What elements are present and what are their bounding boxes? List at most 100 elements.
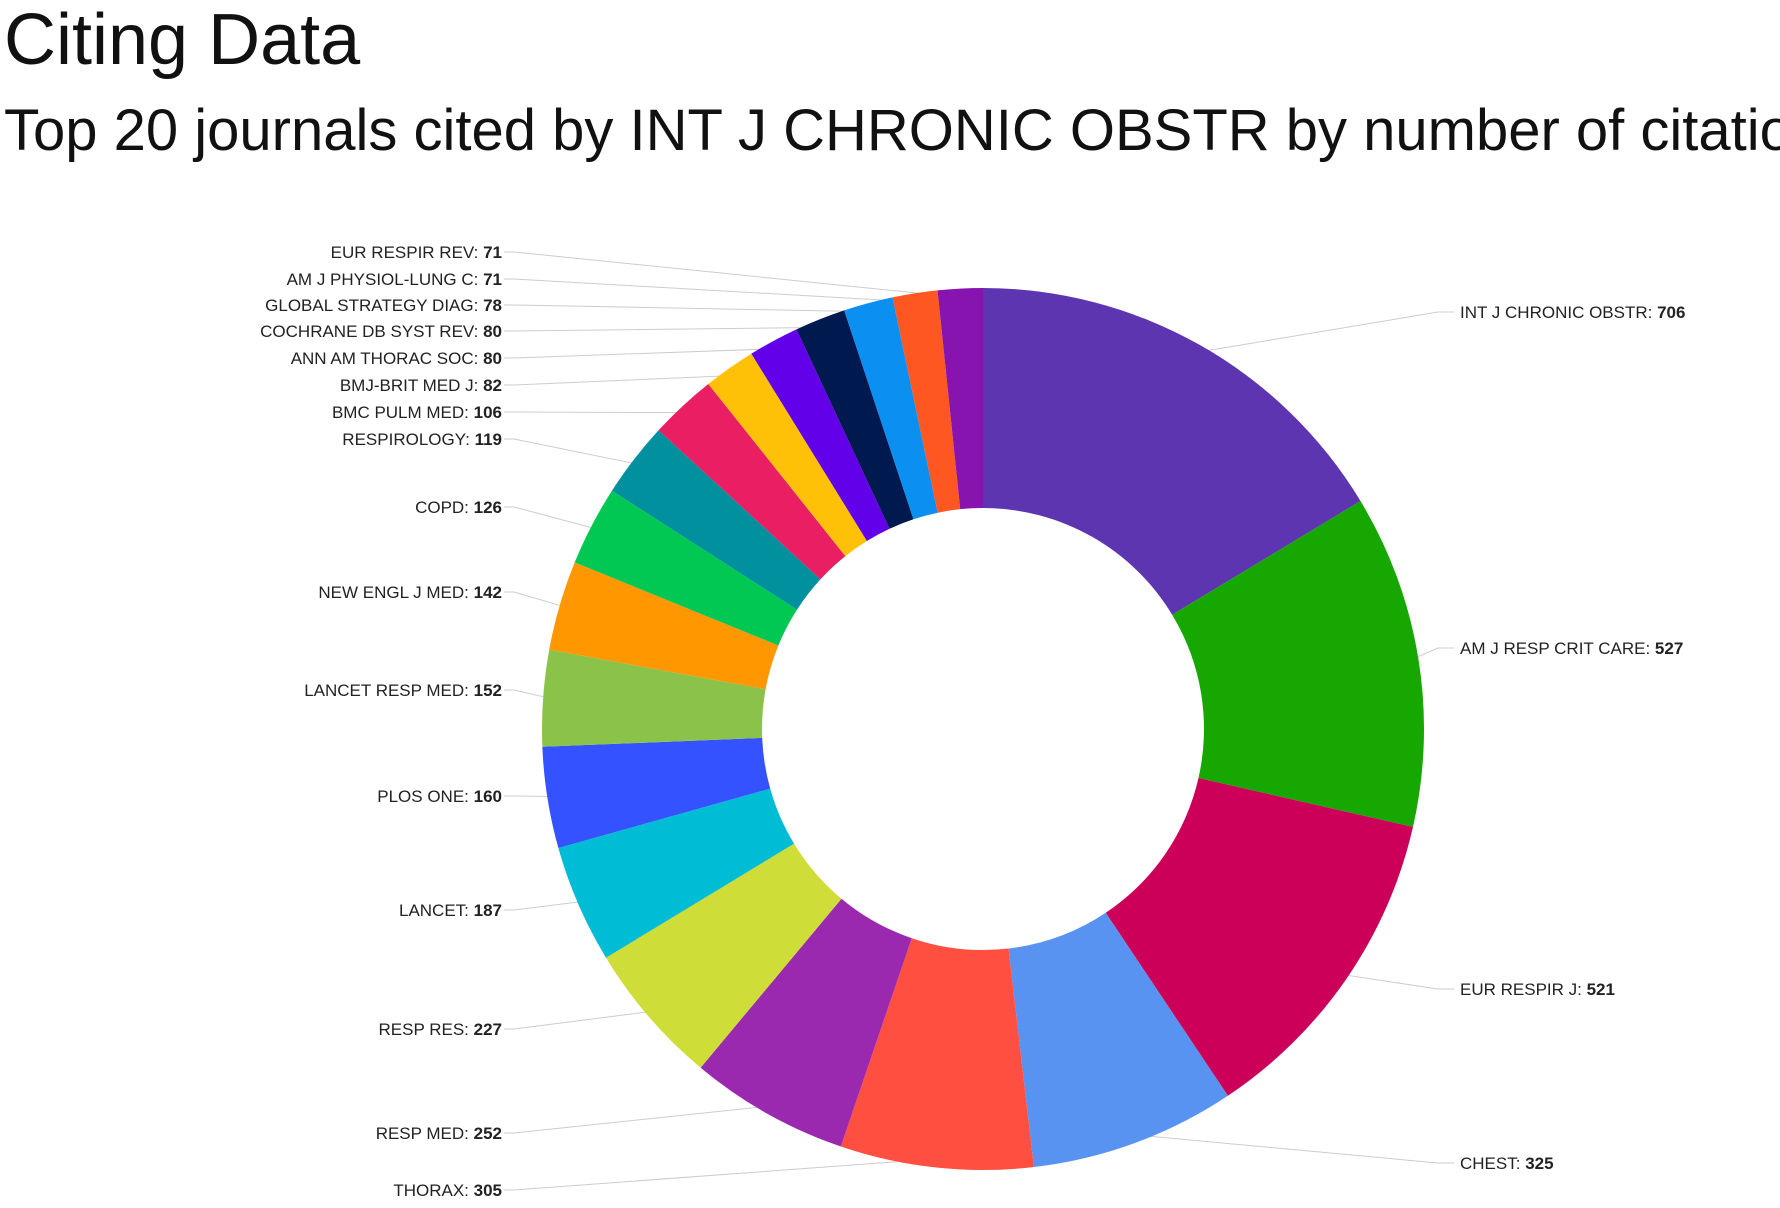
label-value: 227 [474,1020,502,1039]
label-value: 252 [474,1124,502,1143]
leader-line-int-j-chronic-obstr [1195,311,1454,354]
label-value: 152 [474,681,502,700]
slice-lancet[interactable] [558,788,795,958]
label-value: 82 [483,376,502,395]
label-name: LANCET: [399,901,474,920]
leader-line-lancet [504,900,587,911]
label-thorax: THORAX: 305 [393,1181,502,1200]
label-name: COCHRANE DB SYST REV: [260,322,483,341]
leader-line-ann-am-thorac-soc [504,348,778,359]
label-chest: CHEST: 325 [1460,1154,1554,1173]
label-value: 521 [1587,980,1615,999]
label-value: 78 [483,296,502,315]
label-value: 126 [474,498,502,517]
label-bmj-brit-med-j: BMJ-BRIT MED J: 82 [340,376,502,395]
leader-line-copd [504,506,600,531]
leader-line-chest [1132,1134,1454,1164]
slice-resp-res[interactable] [605,843,842,1068]
label-name: ANN AM THORAC SOC: [291,349,483,368]
label-value: 80 [483,322,502,341]
leader-line-eur-respir-rev [504,251,961,298]
slice-eur-respir-rev[interactable] [937,288,983,510]
label-name: THORAX: [393,1181,473,1200]
label-value: 71 [483,243,502,262]
label-eur-respir-rev: EUR RESPIR REV: 71 [331,243,502,262]
label-value: 80 [483,349,502,368]
label-value: 706 [1657,303,1685,322]
slice-global-strategy-diag[interactable] [844,297,938,520]
label-resp-res: RESP RES: 227 [379,1020,503,1039]
slice-am-j-resp-crit-care[interactable] [1172,501,1425,827]
leader-line-global-strategy-diag [504,304,871,313]
label-global-strategy-diag: GLOBAL STRATEGY DIAG: 78 [265,296,502,315]
label-name: EUR RESPIR REV: [331,243,483,262]
label-name: RESPIROLOGY: [342,430,474,449]
leader-line-bmc-pulm-med [504,411,689,414]
leader-line-am-j-resp-crit-care [1409,647,1454,661]
slice-resp-med[interactable] [700,898,912,1147]
label-lancet: LANCET: 187 [399,901,502,920]
chart-subtitle: Top 20 journals cited by INT J CHRONIC O… [4,98,1780,163]
label-name: LANCET RESP MED: [304,681,473,700]
slice-am-j-physiol-lung-c[interactable] [892,290,961,513]
slice-int-j-chronic-obstr[interactable] [983,288,1361,615]
label-am-j-physiol-lung-c: AM J PHYSIOL-LUNG C: 71 [287,270,502,289]
leader-line-thorax [504,1158,938,1191]
label-value: 71 [483,270,502,289]
chart-title: Citing Data [4,0,361,80]
label-value: 160 [474,787,502,806]
leader-line-resp-res [504,1010,656,1030]
label-eur-respir-j: EUR RESPIR J: 521 [1460,980,1615,999]
label-bmc-pulm-med: BMC PULM MED: 106 [332,403,502,422]
leader-line-resp-med [504,1105,772,1134]
label-value: 305 [474,1181,502,1200]
label-name: COPD: [415,498,474,517]
slice-cochrane-db-syst-rev[interactable] [796,310,914,529]
slice-copd[interactable] [574,490,798,646]
label-am-j-resp-crit-care: AM J RESP CRIT CARE: 527 [1460,639,1683,658]
leader-line-respirology [504,438,642,466]
label-ann-am-thorac-soc: ANN AM THORAC SOC: 80 [291,349,502,368]
label-int-j-chronic-obstr: INT J CHRONIC OBSTR: 706 [1460,303,1685,322]
label-value: 527 [1655,639,1683,658]
label-name: GLOBAL STRATEGY DIAG: [265,296,483,315]
label-resp-med: RESP MED: 252 [376,1124,502,1143]
label-name: CHEST: [1460,1154,1525,1173]
slice-bmc-pulm-med[interactable] [658,383,846,580]
slice-respirology[interactable] [611,430,821,610]
label-cochrane-db-syst-rev: COCHRANE DB SYST REV: 80 [260,322,502,341]
label-name: AM J RESP CRIT CARE: [1460,639,1655,658]
label-name: RESP RES: [379,1020,474,1039]
leader-line-am-j-physiol-lung-c [504,278,917,303]
slice-plos-one[interactable] [542,737,771,849]
label-name: BMC PULM MED: [332,403,474,422]
leader-line-eur-respir-j [1338,973,1454,990]
slice-thorax[interactable] [840,938,1034,1170]
label-lancet-resp-med: LANCET RESP MED: 152 [304,681,502,700]
label-value: 187 [474,901,502,920]
label-name: PLOS ONE: [377,787,473,806]
label-copd: COPD: 126 [415,498,502,517]
label-new-engl-j-med: NEW ENGL J MED: 142 [318,583,502,602]
label-name: NEW ENGL J MED: [318,583,473,602]
label-plos-one: PLOS ONE: 160 [377,787,502,806]
label-value: 119 [475,430,502,449]
slice-new-engl-j-med[interactable] [549,562,779,690]
slice-ann-am-thorac-soc[interactable] [751,329,890,541]
label-respirology: RESPIROLOGY: 119 [342,430,502,449]
label-value: 106 [474,403,502,422]
leader-line-new-engl-j-med [504,591,569,609]
label-value: 325 [1525,1154,1553,1173]
slice-chest[interactable] [1008,912,1228,1168]
slice-eur-respir-j[interactable] [1105,778,1414,1096]
label-name: RESP MED: [376,1124,474,1143]
leader-line-lancet-resp-med [504,689,552,700]
slice-lancet-resp-med[interactable] [542,649,766,747]
leader-line-cochrane-db-syst-rev [504,326,824,332]
label-name: BMJ-BRIT MED J: [340,376,483,395]
slice-bmj-brit-med-j[interactable] [708,353,867,557]
label-name: INT J CHRONIC OBSTR: [1460,303,1657,322]
label-name: EUR RESPIR J: [1460,980,1587,999]
label-name: AM J PHYSIOL-LUNG C: [287,270,483,289]
